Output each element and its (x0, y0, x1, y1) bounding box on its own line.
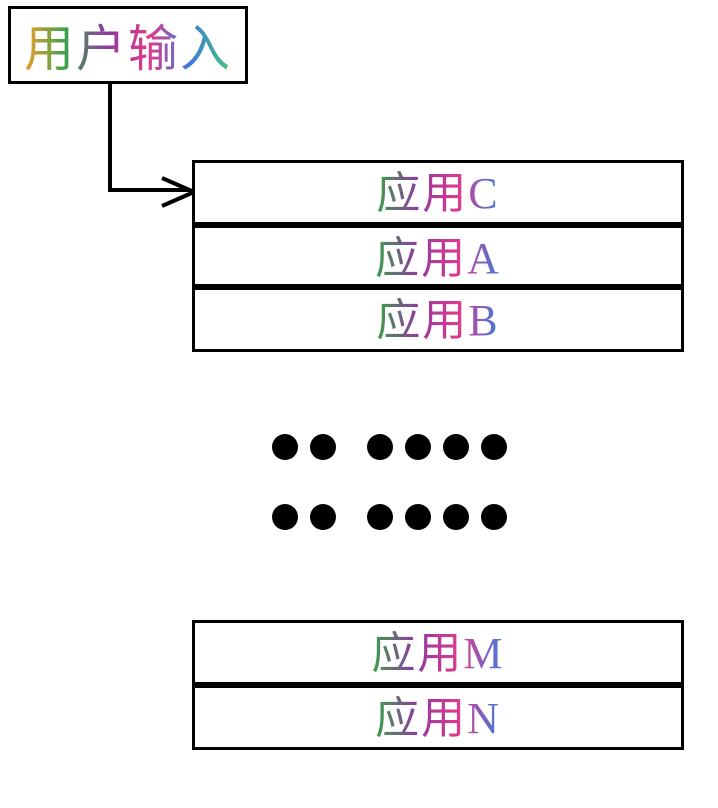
ellipsis-row-1 (272, 434, 507, 460)
user-input-label: 用户输入 (24, 9, 232, 81)
ellipsis-dot (405, 434, 431, 460)
app-top-row: 应用B (195, 287, 681, 349)
ellipsis-row-2 (272, 504, 507, 530)
ellipsis-dot (367, 434, 393, 460)
ellipsis-dot (481, 504, 507, 530)
app-top-row: 应用A (195, 225, 681, 287)
app-bottom-label: 应用N (375, 694, 501, 743)
ellipsis-dot (310, 504, 336, 530)
app-top-label: 应用B (376, 296, 499, 345)
app-bottom-label: 应用M (371, 629, 504, 678)
user-input-box: 用户输入 (8, 6, 248, 84)
ellipsis-dot (443, 504, 469, 530)
ellipsis-dot (367, 504, 393, 530)
app-top-row: 应用C (195, 163, 681, 225)
ellipsis-dot (481, 434, 507, 460)
app-bottom-row: 应用N (195, 685, 681, 747)
app-list-top: 应用C 应用A 应用B (192, 160, 684, 352)
ellipsis-dot (405, 504, 431, 530)
ellipsis-dot (310, 434, 336, 460)
ellipsis-dot (443, 434, 469, 460)
app-list-bottom: 应用M 应用N (192, 620, 684, 750)
app-top-label: 应用C (376, 169, 499, 218)
ellipsis-dot (272, 504, 298, 530)
app-top-label: 应用A (375, 234, 501, 283)
arrow-vertical-line (108, 84, 112, 192)
app-bottom-row: 应用M (195, 623, 681, 685)
ellipsis-dot (272, 434, 298, 460)
